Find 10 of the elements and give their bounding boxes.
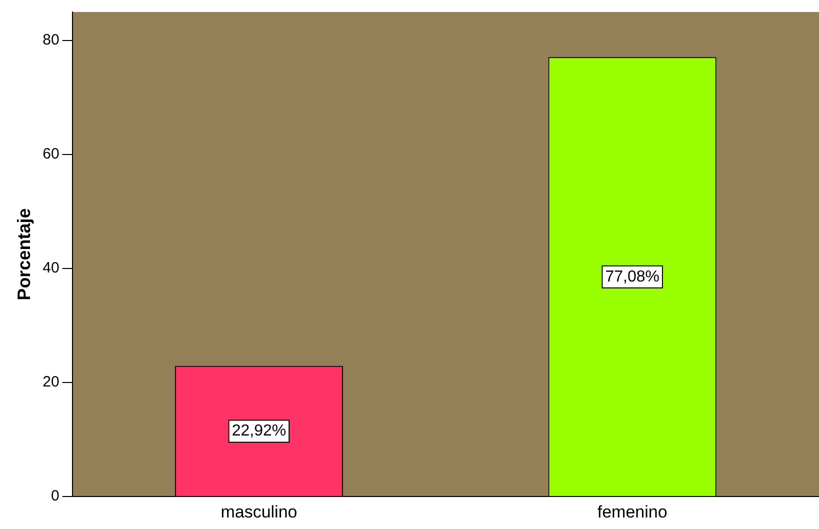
y-tick-label: 40 [42, 260, 60, 277]
y-tick-label: 0 [50, 488, 60, 505]
x-tick-label: masculino [220, 502, 298, 522]
y-axis-title: Porcentaje [14, 208, 34, 300]
data-label: 22,92% [232, 422, 286, 440]
y-tick-label: 60 [42, 146, 60, 163]
y-tick-label: 20 [42, 374, 60, 391]
data-label: 77,08% [605, 268, 660, 286]
x-tick-label: femenino [597, 502, 668, 522]
y-tick-label: 80 [42, 32, 60, 49]
